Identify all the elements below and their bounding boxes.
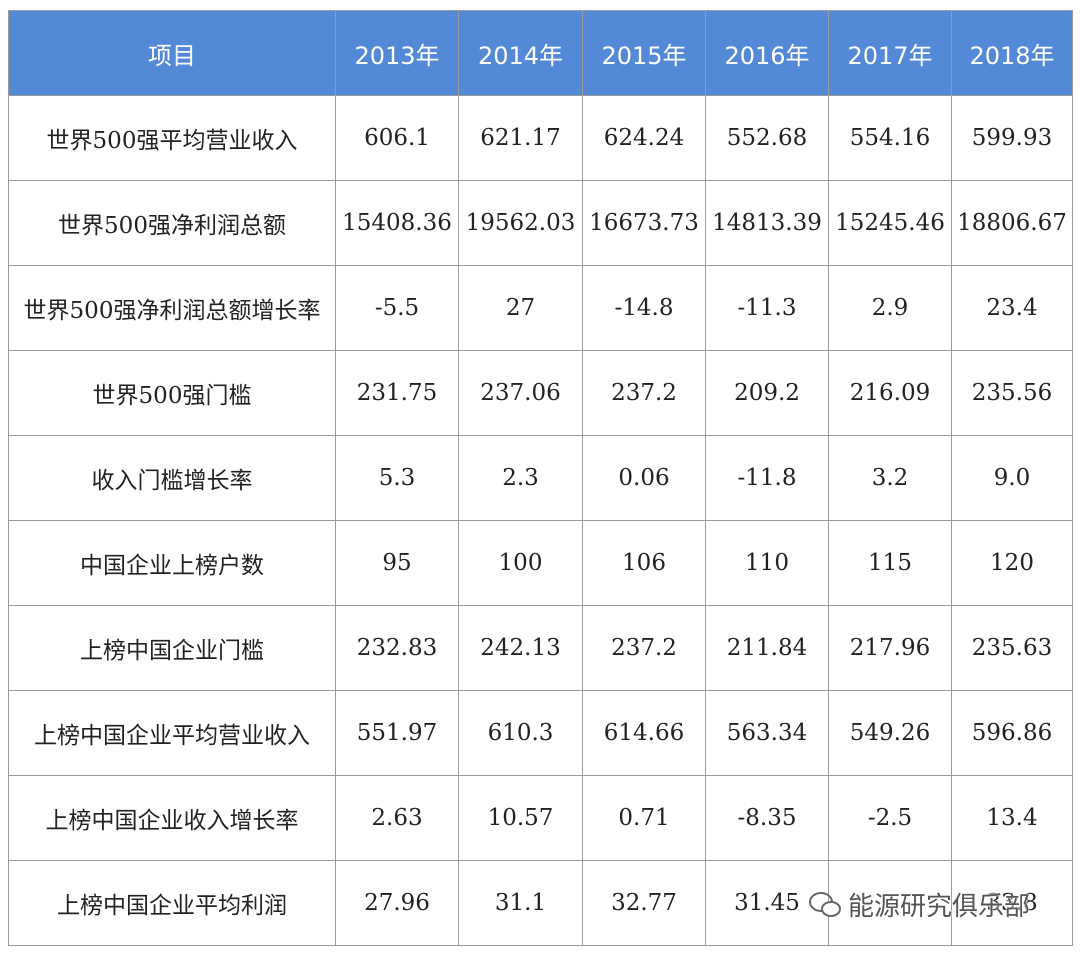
value-cell: 0.06 xyxy=(582,435,706,521)
header-cell: 2014年 xyxy=(458,10,583,96)
row-label: 世界500强平均营业收入 xyxy=(8,95,336,181)
watermark-icon xyxy=(809,891,841,917)
header-cell: 2015年 xyxy=(582,10,706,96)
value-cell: 216.09 xyxy=(828,350,952,436)
table-row: 上榜中国企业平均利润 27.96 31.1 32.77 31.45 33.8 xyxy=(8,860,1073,946)
value-cell: -8.35 xyxy=(705,775,829,861)
value-cell: 32.77 xyxy=(582,860,706,946)
value-cell: 33.8 xyxy=(951,860,1073,946)
value-cell: 120 xyxy=(951,520,1073,606)
value-cell: 9.0 xyxy=(951,435,1073,521)
table-body: 世界500强平均营业收入 606.1 621.17 624.24 552.68 554.1… xyxy=(8,95,1073,946)
value-cell: 596.86 xyxy=(951,690,1073,776)
watermark-text: 能源研究俱乐部 xyxy=(848,892,1031,922)
value-cell: 551.97 xyxy=(335,690,459,776)
value-cell: 231.75 xyxy=(335,350,459,436)
value-cell: 554.16 xyxy=(828,95,952,181)
value-cell: 95 xyxy=(335,520,459,606)
value-cell: 18806.67 xyxy=(951,180,1073,266)
value-cell: 621.17 xyxy=(458,95,583,181)
value-cell: 606.1 xyxy=(335,95,459,181)
table-row: 世界500强净利润总额增长率 -5.5 27 -14.8 -11.3 2.9 23.4 xyxy=(8,265,1073,351)
value-cell: 27.96 xyxy=(335,860,459,946)
value-cell: 5.3 xyxy=(335,435,459,521)
row-label: 上榜中国企业门槛 xyxy=(8,605,336,691)
watermark: 能源研究俱乐部 xyxy=(808,886,1030,923)
value-cell: 232.83 xyxy=(335,605,459,691)
value-cell: 242.13 xyxy=(458,605,583,691)
row-label: 上榜中国企业平均营业收入 xyxy=(8,690,336,776)
value-cell: 110 xyxy=(705,520,829,606)
value-cell: 217.96 xyxy=(828,605,952,691)
table-row: 上榜中国企业门槛 232.83 242.13 237.2 211.84 217.96 235… xyxy=(8,605,1073,691)
value-cell: 237.2 xyxy=(582,350,706,436)
header-row: 项目 2013年 2014年 2015年 2016年 2017年 2018年 xyxy=(8,10,1073,96)
value-cell: 235.63 xyxy=(951,605,1073,691)
row-label: 上榜中国企业收入增长率 xyxy=(8,775,336,861)
value-cell: 2.3 xyxy=(458,435,583,521)
value-cell: 2.9 xyxy=(828,265,952,351)
value-cell: 209.2 xyxy=(705,350,829,436)
table-row: 世界500强净利润总额 15408.36 19562.03 16673.73 14813… xyxy=(8,180,1073,266)
value-cell: 13.4 xyxy=(951,775,1073,861)
value-cell: 599.93 xyxy=(951,95,1073,181)
value-cell: 106 xyxy=(582,520,706,606)
header-cell: 2013年 xyxy=(335,10,459,96)
table-row: 世界500强平均营业收入 606.1 621.17 624.24 552.68 554.1… xyxy=(8,95,1073,181)
table-row: 收入门槛增长率 5.3 2.3 0.06 -11.8 3.2 9.0 xyxy=(8,435,1073,521)
header-cell: 2016年 xyxy=(705,10,829,96)
row-label: 中国企业上榜户数 xyxy=(8,520,336,606)
value-cell: 0.71 xyxy=(582,775,706,861)
value-cell: 31.45 xyxy=(705,860,829,946)
value-cell: 549.26 xyxy=(828,690,952,776)
value-cell: 14813.39 xyxy=(705,180,829,266)
value-cell: 15408.36 xyxy=(335,180,459,266)
value-cell: 16673.73 xyxy=(582,180,706,266)
header-cell: 2018年 xyxy=(951,10,1073,96)
table-row: 上榜中国企业收入增长率 2.63 10.57 0.71 -8.35 -2.5 13.4 xyxy=(8,775,1073,861)
value-cell: -11.3 xyxy=(705,265,829,351)
value-cell: 10.57 xyxy=(458,775,583,861)
value-cell: 2.63 xyxy=(335,775,459,861)
value-cell: 552.68 xyxy=(705,95,829,181)
row-label: 世界500强净利润总额 xyxy=(8,180,336,266)
header-cell: 项目 xyxy=(8,10,336,96)
value-cell: 610.3 xyxy=(458,690,583,776)
value-cell: 3.2 xyxy=(828,435,952,521)
table-row: 上榜中国企业平均营业收入 551.97 610.3 614.66 563.34 549.2… xyxy=(8,690,1073,776)
value-cell: 19562.03 xyxy=(458,180,583,266)
value-cell: 237.06 xyxy=(458,350,583,436)
data-table: 项目 2013年 2014年 2015年 2016年 2017年 2018年 世界500强平… xyxy=(8,10,1073,946)
value-cell: 614.66 xyxy=(582,690,706,776)
value-cell: 563.34 xyxy=(705,690,829,776)
value-cell: 15245.46 xyxy=(828,180,952,266)
value-cell: -11.8 xyxy=(705,435,829,521)
value-cell: 27 xyxy=(458,265,583,351)
value-cell: -5.5 xyxy=(335,265,459,351)
value-cell: 31.1 xyxy=(458,860,583,946)
value-cell: 23.4 xyxy=(951,265,1073,351)
value-cell: 237.2 xyxy=(582,605,706,691)
header-cell: 2017年 xyxy=(828,10,952,96)
value-cell: 211.84 xyxy=(705,605,829,691)
table-row: 中国企业上榜户数 95 100 106 110 115 120 xyxy=(8,520,1073,606)
value-cell: 100 xyxy=(458,520,583,606)
row-label: 世界500强净利润总额增长率 xyxy=(8,265,336,351)
row-label: 世界500强门槛 xyxy=(8,350,336,436)
value-cell: 624.24 xyxy=(582,95,706,181)
value-cell: -2.5 xyxy=(828,775,952,861)
table-row: 世界500强门槛 231.75 237.06 237.2 209.2 216.09 235.… xyxy=(8,350,1073,436)
row-label: 收入门槛增长率 xyxy=(8,435,336,521)
row-label: 上榜中国企业平均利润 xyxy=(8,860,336,946)
value-cell: 115 xyxy=(828,520,952,606)
value-cell: -14.8 xyxy=(582,265,706,351)
value-cell: 235.56 xyxy=(951,350,1073,436)
